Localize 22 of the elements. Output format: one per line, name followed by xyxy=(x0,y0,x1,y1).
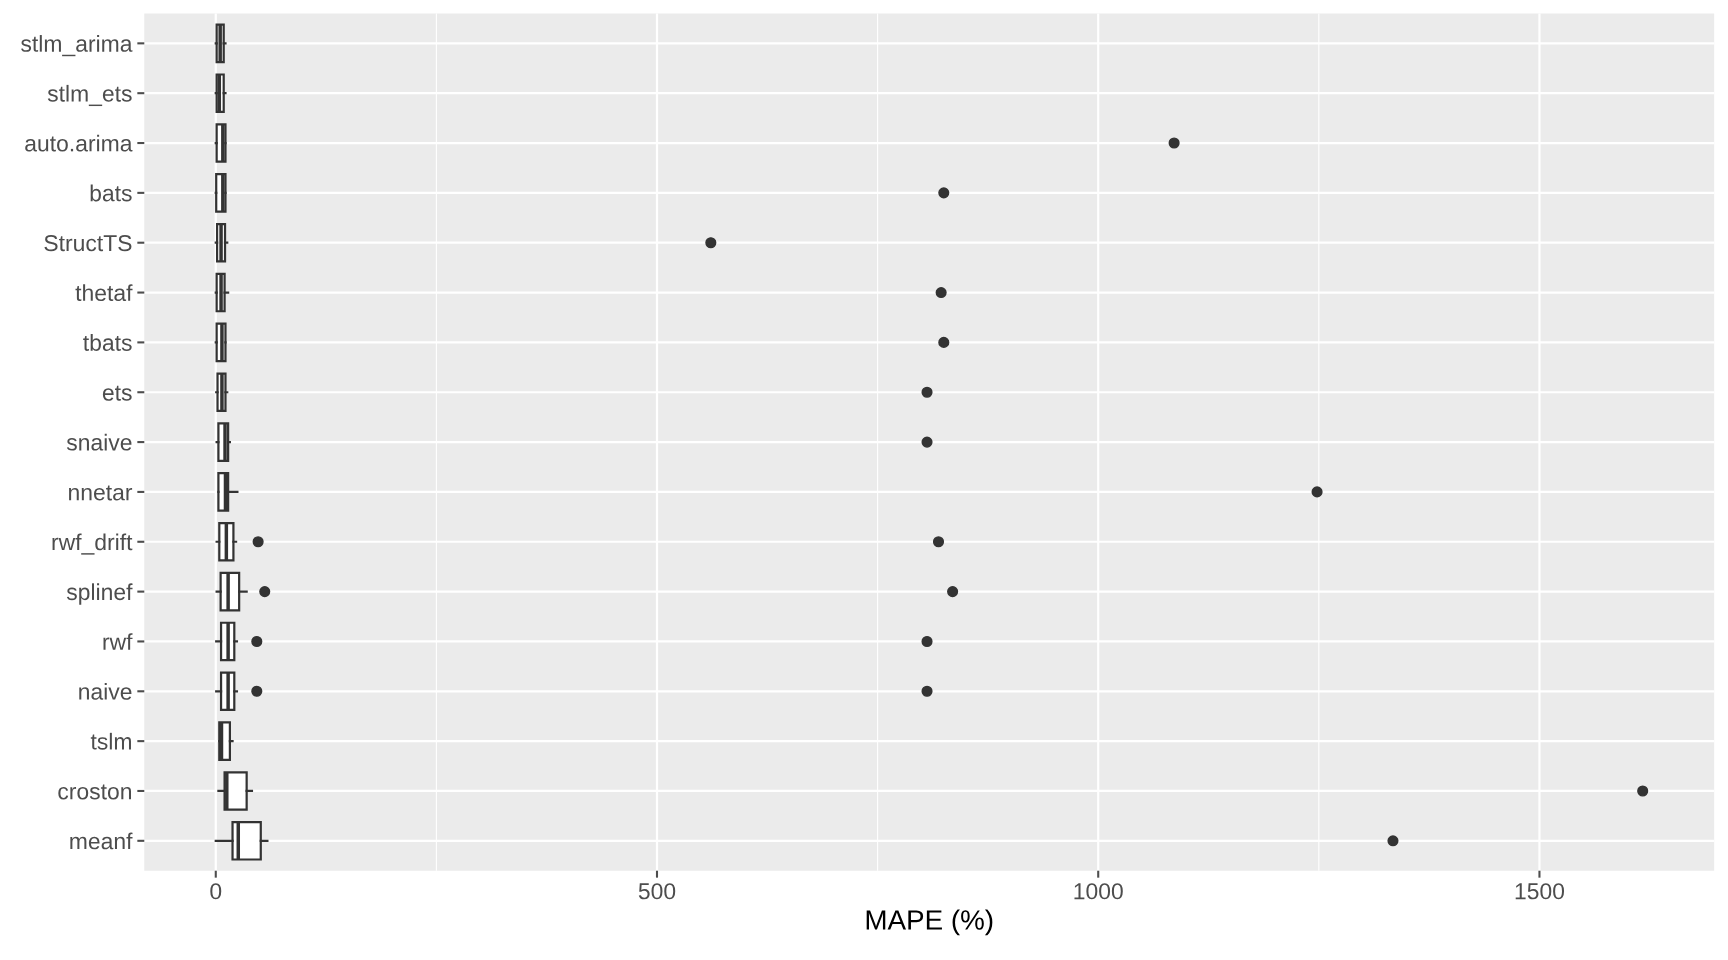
y-tick-label: thetaf xyxy=(75,284,133,302)
y-tick-label: stlm_ets xyxy=(47,84,132,107)
y-tick-label: meanf xyxy=(70,832,133,850)
y-tick-label: splinef xyxy=(66,583,133,605)
x-tick-label: 1500 xyxy=(1515,883,1565,900)
x-tick-label: 500 xyxy=(638,883,676,900)
x-tick-label: 0 xyxy=(210,883,222,900)
y-tick-label: auto.arima xyxy=(25,134,133,152)
y-tick-label: bats xyxy=(90,184,132,202)
y-tick-label: croston xyxy=(58,784,131,800)
y-tick-label: StructTS xyxy=(44,235,132,252)
y-tick-label: rwf xyxy=(103,633,133,650)
x-tick-label: 1000 xyxy=(1074,883,1123,900)
y-tick-label: nnetar xyxy=(69,485,133,501)
y-tick-label: stlm_arima xyxy=(21,35,133,57)
y-tick-label: snaive xyxy=(66,433,132,451)
y-tick-label: tbats xyxy=(83,334,132,351)
y-tick-label: tslm xyxy=(90,732,131,750)
y-tick-label: rwf_drift xyxy=(52,533,133,555)
y-tick-label: naive xyxy=(79,682,132,700)
x-axis-title: MAPE (%) xyxy=(866,909,993,936)
y-tick-label: ets xyxy=(102,385,132,401)
